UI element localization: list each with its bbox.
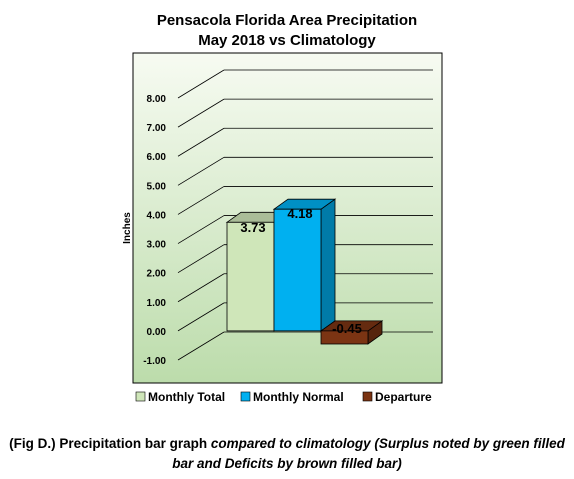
data-labels: 3.73 4.18 -0.45 (240, 206, 361, 336)
y-tick-label: 4.00 (147, 210, 167, 221)
legend-entry: Departure (362, 390, 432, 404)
chart-subtitle: May 2018 vs Climatology (198, 32, 376, 49)
y-tick-label: 6.00 (147, 152, 167, 163)
y-tick-labels: -1.00 0.00 1.00 2.00 3.00 4.00 5.00 6.00 7.00 8.0… (143, 94, 166, 367)
gridline-diag (177, 69, 225, 99)
y-tick-label: -1.00 (143, 356, 166, 367)
bar-front (226, 221, 275, 332)
gridline-diag (177, 156, 225, 186)
chart-title: Pensacola Florida Area Precipitation (157, 12, 417, 29)
y-tick-label: 5.00 (147, 181, 167, 192)
gridline-diag (177, 98, 225, 128)
data-label: -0.45 (332, 321, 362, 336)
y-tick-label: 8.00 (147, 94, 167, 105)
legend-entry: Monthly Total (135, 390, 225, 404)
y-tick-label: 7.00 (147, 123, 167, 134)
bar-front (320, 330, 369, 345)
caption-italic: compared to climatology (Surplus noted b… (172, 436, 565, 471)
gridline-diag (177, 215, 225, 244)
precipitation-chart: Pensacola Florida Area Precipitation May… (122, 12, 443, 404)
y-tick-label: 0.00 (147, 327, 167, 338)
y-tick-label: 3.00 (147, 240, 167, 251)
y-tick-label: 2.00 (147, 269, 167, 280)
data-label: 4.18 (287, 206, 312, 221)
gridline-diag (177, 273, 225, 303)
bar-side (320, 198, 336, 332)
gridline-diag (177, 186, 225, 215)
legend-swatch (135, 391, 146, 402)
caption-prefix: (Fig D.) Precipitation bar graph (9, 436, 211, 451)
bar-monthly-normal (272, 198, 337, 332)
legend-label: Departure (375, 390, 432, 404)
bar-front (273, 208, 322, 332)
y-tick-label: 1.00 (147, 298, 167, 309)
figure-caption: (Fig D.) Precipitation bar graph compare… (0, 434, 574, 474)
gridline-diag (177, 302, 225, 332)
data-label: 3.73 (240, 220, 265, 235)
legend-label: Monthly Normal (253, 390, 344, 404)
legend: Monthly Total Monthly Normal Departure (135, 390, 432, 404)
legend-label: Monthly Total (148, 390, 225, 404)
bar-departure (319, 320, 384, 345)
gridline-diag (177, 127, 225, 157)
gridline-diag (177, 244, 225, 274)
legend-entry: Monthly Normal (240, 390, 344, 404)
bars (225, 198, 384, 345)
y-axis-label: Inches (122, 212, 133, 244)
legend-swatch (362, 391, 373, 402)
gridline-diag (177, 331, 225, 361)
legend-swatch (240, 391, 251, 402)
